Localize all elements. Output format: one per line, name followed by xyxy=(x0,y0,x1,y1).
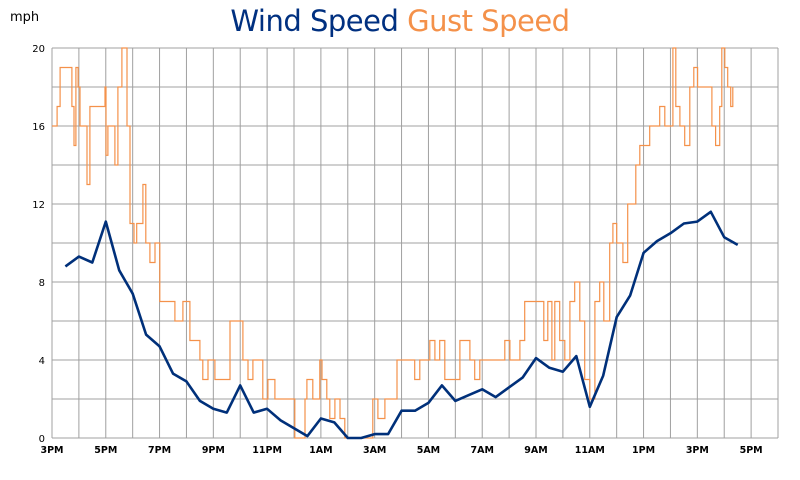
title-wind-speed: Wind Speed xyxy=(230,4,399,38)
x-tick-label: 1AM xyxy=(309,445,332,456)
x-tick-label: 11PM xyxy=(252,445,282,456)
y-tick-label: 8 xyxy=(39,278,45,289)
x-tick-label: 9PM xyxy=(202,445,225,456)
x-tick-label: 5AM xyxy=(417,445,440,456)
y-tick-label: 12 xyxy=(32,200,45,211)
series-gust-speed-line xyxy=(52,47,734,439)
x-tick-label: 7AM xyxy=(471,445,494,456)
x-tick-label: 3AM xyxy=(363,445,386,456)
x-tick-label: 3PM xyxy=(40,445,63,456)
x-tick-label: 1PM xyxy=(632,445,655,456)
y-tick-label: 4 xyxy=(39,356,45,367)
y-axis-label: mph xyxy=(10,10,40,25)
y-tick-label: 0 xyxy=(39,434,45,445)
x-tick-label: 11AM xyxy=(575,445,605,456)
chart-title: Wind Speed Gust Speed xyxy=(0,4,800,38)
x-tick-label: 3PM xyxy=(686,445,709,456)
x-tick-label: 9AM xyxy=(524,445,547,456)
x-tick-label: 5PM xyxy=(94,445,117,456)
title-gust-speed: Gust Speed xyxy=(407,4,570,38)
y-tick-label: 20 xyxy=(32,44,45,55)
x-tick-label: 5PM xyxy=(740,445,763,456)
y-tick-label: 16 xyxy=(32,122,45,133)
x-tick-label: 7PM xyxy=(148,445,171,456)
